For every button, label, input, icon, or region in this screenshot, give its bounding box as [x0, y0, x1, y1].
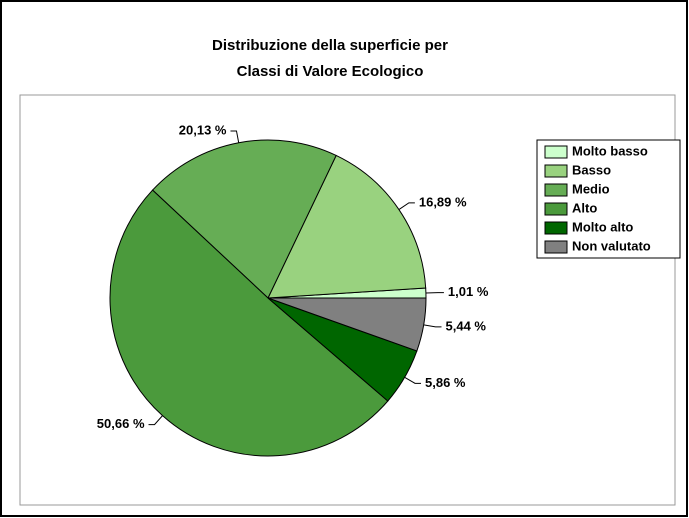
data-label: 5,44 %: [446, 318, 487, 333]
legend-swatch: [544, 202, 568, 216]
legend-swatch: [544, 164, 568, 178]
legend-label: Basso: [572, 162, 611, 177]
data-label: 20,13 %: [179, 122, 227, 137]
data-label: 16,89 %: [419, 194, 467, 209]
chart-title: Classi di Valore Ecologico: [237, 63, 424, 80]
data-label: 50,66 %: [97, 416, 145, 431]
legend-label: Medio: [572, 181, 610, 196]
pie-slice: [267, 297, 427, 352]
leader-line: [423, 324, 442, 328]
leader-line: [230, 130, 240, 143]
pie-slice: [267, 154, 427, 299]
leader-line: [148, 415, 163, 426]
legend-label: Molto alto: [572, 219, 633, 234]
chart-title: Distribuzione della superficie per: [212, 37, 448, 54]
legend-swatch: [544, 221, 568, 235]
legend-box: [536, 139, 681, 259]
legend-swatch: [544, 183, 568, 197]
legend-swatch: [544, 240, 568, 254]
pie-slice: [109, 189, 389, 457]
data-label: 5,86 %: [425, 375, 466, 390]
legend-label: Non valutato: [572, 238, 651, 253]
legend-label: Molto basso: [572, 143, 648, 158]
leader-line: [398, 202, 415, 210]
data-label: 1,01 %: [448, 284, 489, 299]
leader-line: [404, 376, 422, 384]
legend-swatch: [544, 145, 568, 159]
legend-label: Alto: [572, 200, 597, 215]
